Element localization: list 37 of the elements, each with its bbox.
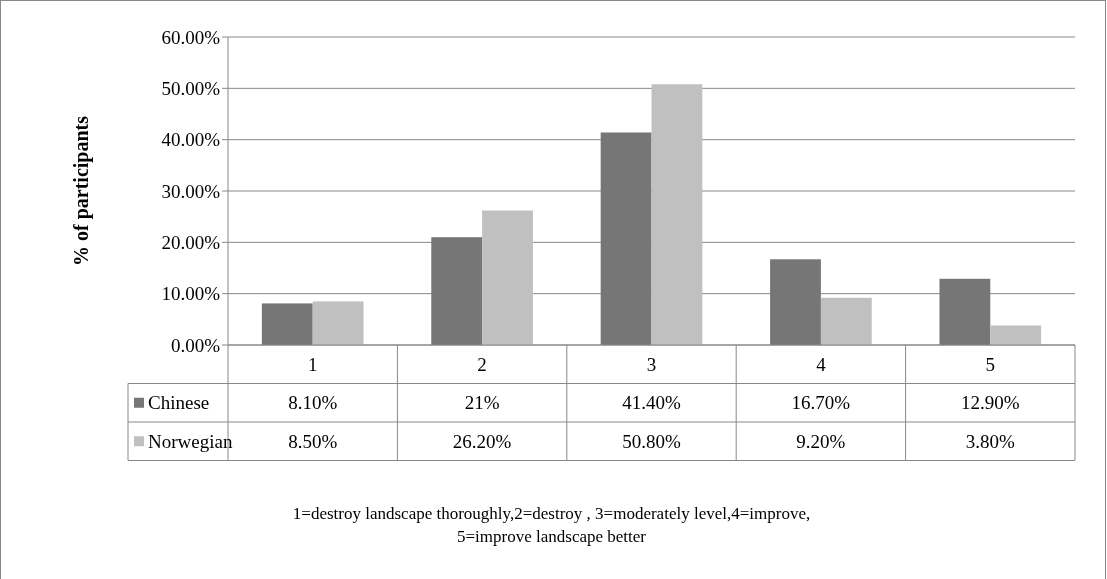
x-tick-label: 3: [646, 353, 657, 375]
data-label: 9.20%: [796, 430, 846, 452]
bar: [990, 325, 1042, 345]
data-label: 26.20%: [452, 430, 512, 452]
y-tick-label: 10.00%: [161, 283, 221, 305]
text: 5=improve landscape better: [457, 527, 647, 546]
x-tick-label: 5: [985, 353, 996, 375]
y-axis-title: % of participants: [70, 115, 93, 266]
y-tick-label: 20.00%: [161, 231, 221, 253]
text: 1=destroy landscape thoroughly,2=destroy , 3=moderately level,4=improve,: [292, 504, 811, 523]
data-label: 3.80%: [965, 430, 1016, 452]
bar: [939, 278, 991, 345]
y-tick-label: 60.00%: [161, 26, 221, 48]
bar: [312, 301, 364, 345]
data-label: 16.70%: [791, 392, 851, 414]
data-label: 8.10%: [288, 392, 338, 414]
bar: [600, 132, 652, 345]
x-tick-label: 2: [477, 353, 487, 375]
bar: [820, 297, 872, 345]
bar: [261, 303, 313, 345]
y-tick-label: 0.00%: [170, 334, 221, 356]
legend-label: Norwegian: [148, 430, 233, 452]
data-label: 12.90%: [961, 392, 1020, 414]
bar: [482, 210, 533, 345]
data-label: 8.50%: [288, 430, 338, 452]
bar: [770, 259, 821, 345]
bar: [651, 84, 703, 345]
x-tick-label: 1: [307, 353, 318, 375]
y-tick-label: 50.00%: [161, 77, 221, 99]
x-tick-label: 4: [816, 353, 827, 375]
data-label: 21%: [464, 392, 500, 414]
data-label: 50.80%: [622, 430, 681, 452]
y-tick-label: 30.00%: [161, 180, 221, 202]
bar: [431, 237, 483, 345]
data-label: 41.40%: [622, 392, 681, 414]
y-tick-label: 40.00%: [161, 129, 221, 151]
legend-label: Chinese: [148, 392, 210, 414]
